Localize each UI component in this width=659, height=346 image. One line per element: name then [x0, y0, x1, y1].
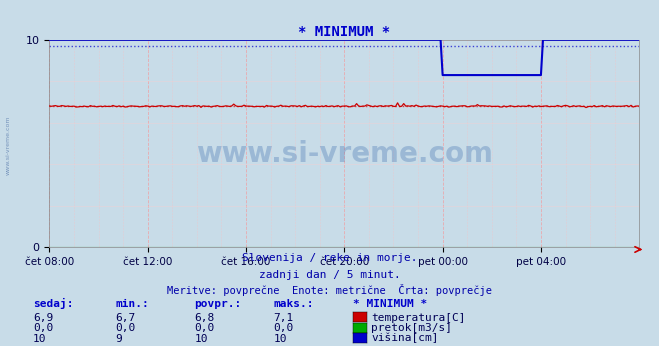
Text: 6,9: 6,9 — [33, 313, 53, 323]
Text: višina[cm]: višina[cm] — [371, 333, 438, 344]
Text: 9: 9 — [115, 334, 122, 344]
Title: * MINIMUM *: * MINIMUM * — [299, 25, 390, 39]
Text: 0,0: 0,0 — [273, 324, 294, 334]
Text: pretok[m3/s]: pretok[m3/s] — [371, 324, 452, 334]
Text: Slovenija / reke in morje.: Slovenija / reke in morje. — [242, 253, 417, 263]
Text: 10: 10 — [273, 334, 287, 344]
Text: maks.:: maks.: — [273, 299, 314, 309]
Text: * MINIMUM *: * MINIMUM * — [353, 299, 427, 309]
Text: sedaj:: sedaj: — [33, 298, 73, 309]
Text: www.si-vreme.com: www.si-vreme.com — [6, 116, 11, 175]
Text: www.si-vreme.com: www.si-vreme.com — [196, 140, 493, 168]
Text: 6,8: 6,8 — [194, 313, 215, 323]
Text: temperatura[C]: temperatura[C] — [371, 313, 465, 323]
Text: 0,0: 0,0 — [194, 324, 215, 334]
Text: 10: 10 — [33, 334, 46, 344]
Text: 10: 10 — [194, 334, 208, 344]
Text: povpr.:: povpr.: — [194, 299, 242, 309]
Text: 7,1: 7,1 — [273, 313, 294, 323]
Text: zadnji dan / 5 minut.: zadnji dan / 5 minut. — [258, 270, 401, 280]
Text: 0,0: 0,0 — [33, 324, 53, 334]
Text: 0,0: 0,0 — [115, 324, 136, 334]
Text: Meritve: povprečne  Enote: metrične  Črta: povprečje: Meritve: povprečne Enote: metrične Črta:… — [167, 284, 492, 297]
Text: 6,7: 6,7 — [115, 313, 136, 323]
Text: min.:: min.: — [115, 299, 149, 309]
